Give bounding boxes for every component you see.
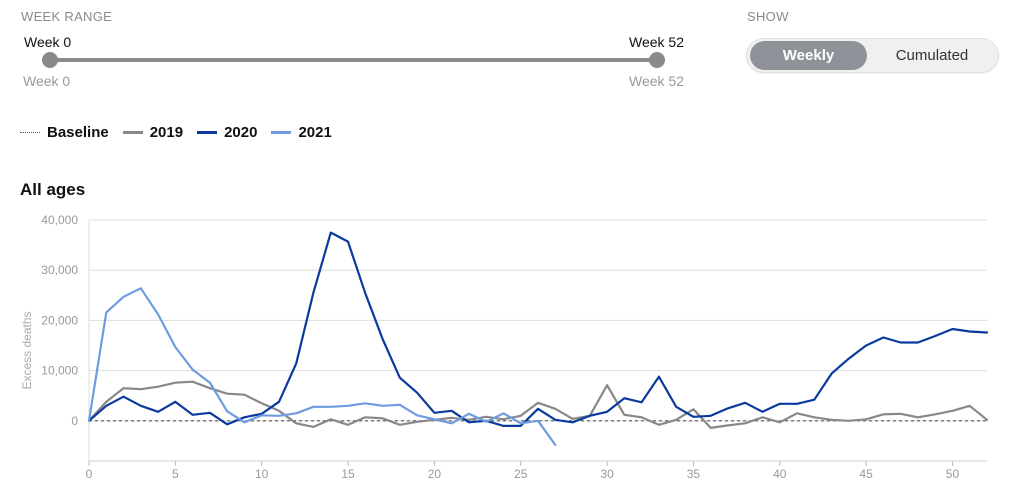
- baseline-swatch: [20, 131, 40, 133]
- x-tick-label: 25: [514, 467, 528, 480]
- x-tick-label: 40: [773, 467, 787, 480]
- excess-deaths-chart: 0 10,000 20,000 30,000 40,000 0 5 10 15 20 25 30 35 4…: [20, 213, 989, 480]
- series-line-2021: [87, 287, 557, 446]
- chart-title: All ages: [20, 180, 86, 199]
- x-tick-label: 35: [687, 467, 701, 480]
- legend-item-2021[interactable]: 2021: [271, 123, 332, 141]
- x-tick-label: 45: [859, 467, 873, 480]
- series-2019-swatch: [122, 130, 143, 134]
- series-line-2019: [87, 380, 989, 429]
- x-tick-label: 15: [341, 467, 355, 480]
- x-tick-label: 5: [172, 467, 179, 480]
- legend-item-2020[interactable]: 2020: [197, 124, 257, 141]
- y-tick-label: 0: [71, 414, 78, 428]
- x-tick-label: 0: [86, 467, 93, 480]
- y-axis-title: Excess deaths: [20, 311, 34, 389]
- chart-legend: Baseline 2019 2020 2021: [20, 122, 346, 142]
- series-2021-swatch: [271, 130, 292, 134]
- weekly-toggle-option[interactable]: Weekly: [750, 41, 867, 70]
- y-tick-label: 20,000: [41, 313, 78, 327]
- x-tick-label: 30: [600, 467, 614, 480]
- week-range-label: WEEK RANGE: [21, 9, 113, 24]
- y-tick-label: 10,000: [41, 364, 78, 378]
- y-tick-label: 40,000: [41, 213, 78, 227]
- series-line-2020: [87, 231, 989, 427]
- legend-item-2019[interactable]: 2019: [122, 123, 184, 141]
- legend-label-2020: 2020: [224, 123, 258, 141]
- x-tick-label: 10: [255, 467, 269, 480]
- legend-label-2019: 2019: [149, 123, 184, 141]
- series-2020-swatch: [197, 130, 218, 134]
- show-toggle: Weekly Cumulated: [747, 39, 998, 72]
- cumulated-toggle-option[interactable]: Cumulated: [895, 47, 969, 64]
- legend-item-baseline[interactable]: Baseline: [20, 124, 109, 141]
- range-start-value: Week 0: [24, 34, 72, 50]
- show-label: SHOW: [747, 9, 789, 24]
- y-tick-label: 30,000: [41, 263, 78, 277]
- range-min-label: Week 0: [23, 73, 71, 89]
- range-end-handle[interactable]: [649, 52, 665, 68]
- range-end-value: Week 52: [629, 34, 684, 50]
- range-start-handle[interactable]: [42, 52, 58, 68]
- week-range-track[interactable]: [50, 58, 657, 62]
- x-tick-label: 50: [946, 467, 960, 480]
- range-max-label: Week 52: [629, 73, 684, 89]
- x-tick-label: 20: [428, 467, 442, 480]
- legend-label-2021: 2021: [298, 123, 332, 141]
- legend-label-baseline: Baseline: [47, 123, 109, 141]
